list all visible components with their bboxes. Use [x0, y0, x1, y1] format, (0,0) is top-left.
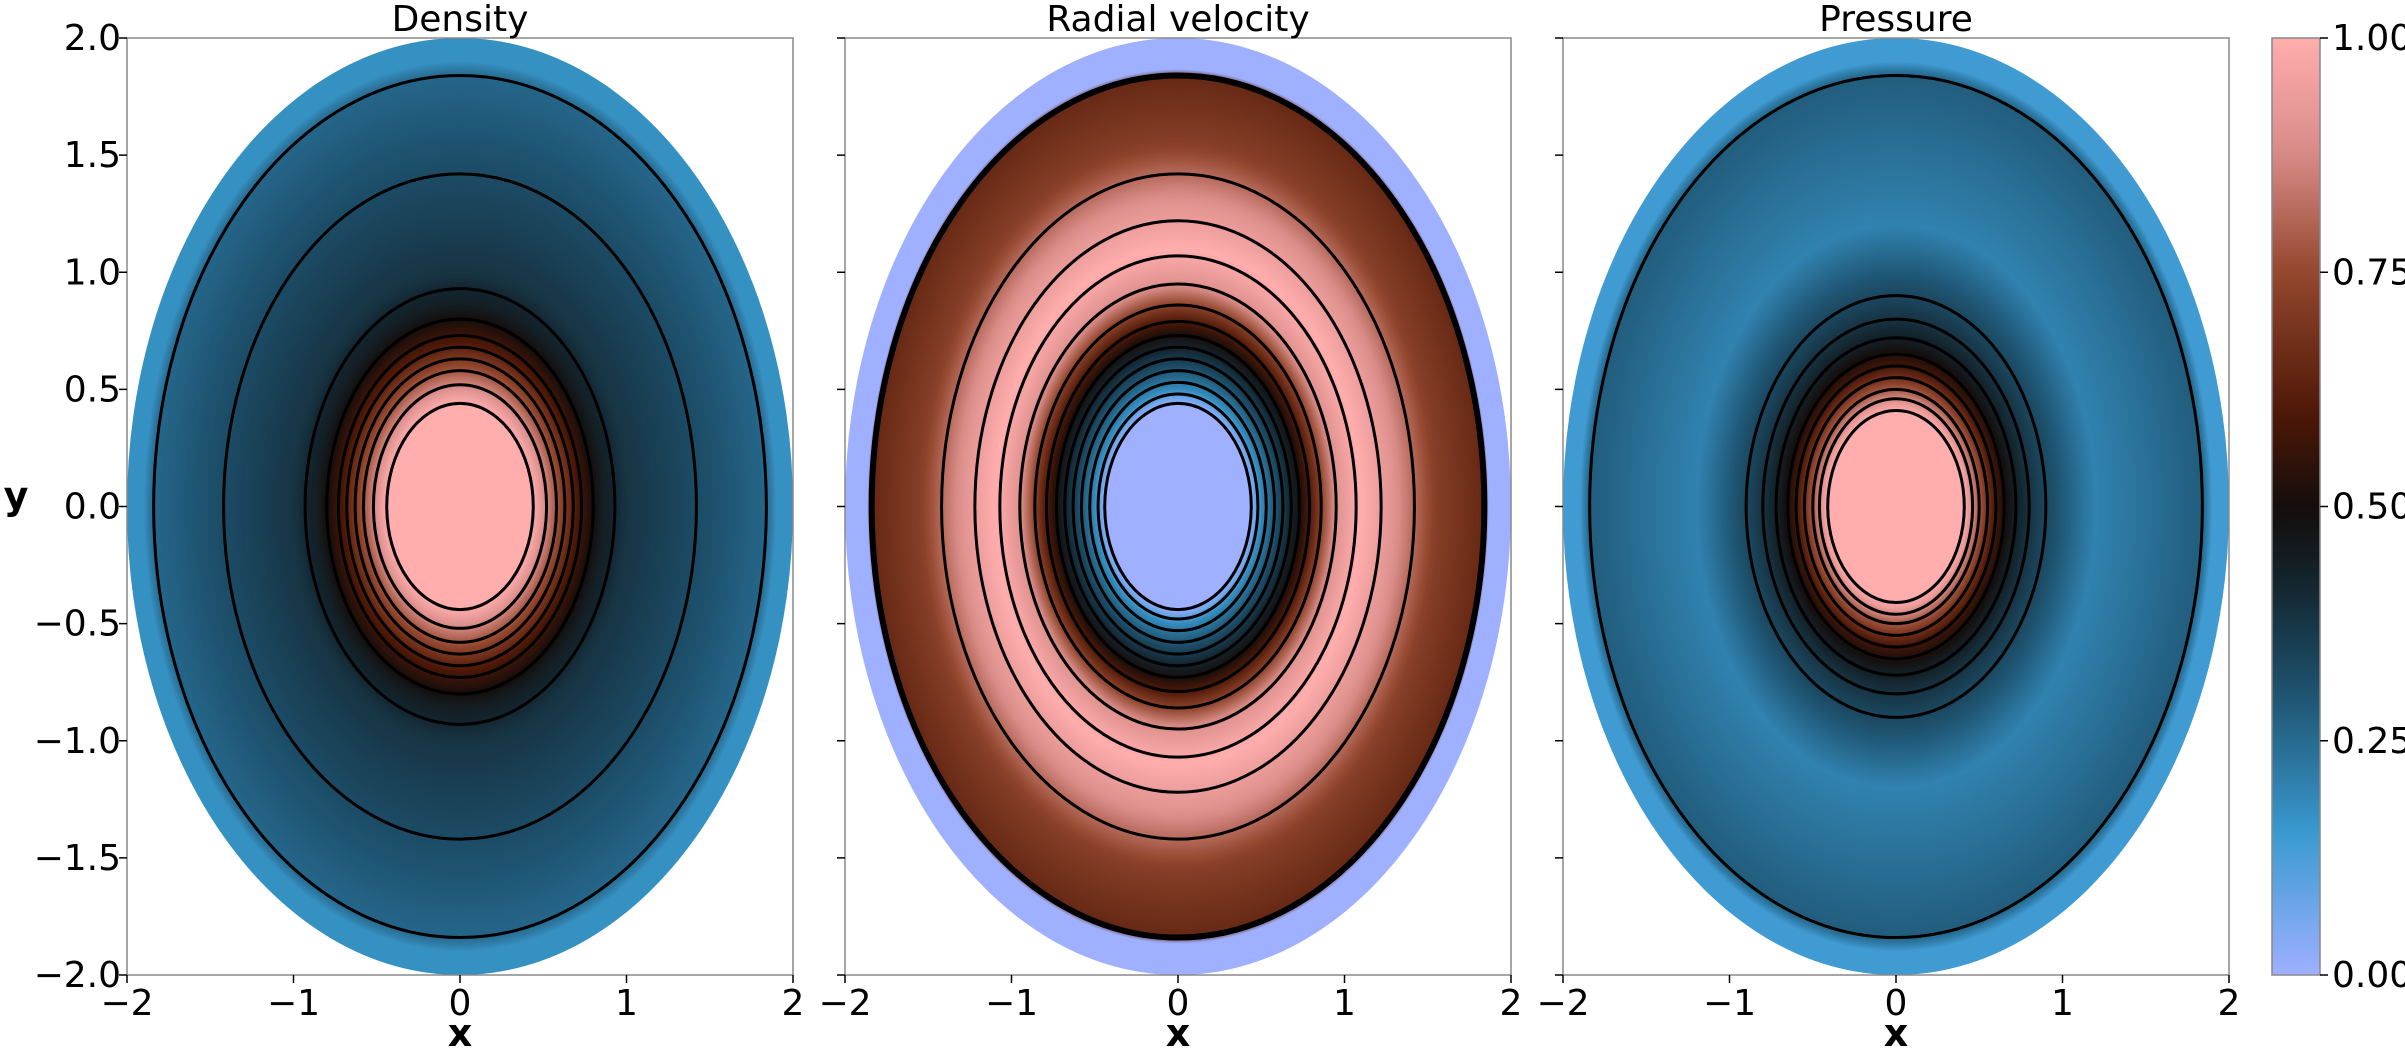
contour-line — [1071, 357, 1285, 656]
contour-line — [303, 287, 617, 726]
contour-line — [1063, 345, 1293, 668]
y-axis-label: y — [4, 474, 29, 518]
contour-line — [1079, 369, 1277, 644]
x-tick-label: 1 — [615, 983, 638, 1024]
y-tick-label: −1.5 — [34, 838, 121, 879]
x-tick-label: 1 — [1333, 983, 1356, 1024]
y-tick-label: −2.0 — [34, 955, 121, 996]
contour-line — [1054, 333, 1302, 680]
field-density — [127, 38, 793, 975]
x-tick-label: 1 — [2051, 983, 2074, 1024]
field-radial_velocity — [845, 38, 1511, 975]
x-tick-label: −1 — [267, 983, 320, 1024]
x-tick-label: 0 — [1167, 983, 1190, 1024]
field-pressure — [1563, 38, 2229, 975]
contour-line — [1794, 364, 1998, 649]
contour-line — [1096, 392, 1260, 621]
x-tick-label: 2 — [782, 983, 805, 1024]
x-tick-label: 2 — [1500, 983, 1523, 1024]
x-axis-label: x — [1166, 1011, 1191, 1055]
panel-radial_velocity: Radial velocity −2 −1 0 1 2 x — [818, 0, 1522, 1055]
y-tick-label: −1.0 — [34, 721, 121, 762]
panel-pressure: Pressure −2 −1 0 1 2 x — [1536, 0, 2240, 1055]
contour-line — [1588, 73, 2204, 940]
contour-line — [336, 333, 584, 680]
colorbar-tick-label: 0.50 — [2332, 487, 2405, 528]
contour-line — [998, 254, 1358, 759]
contour-line — [1033, 303, 1323, 710]
x-axis-label: x — [1884, 1011, 1909, 1055]
contour-line — [1103, 401, 1253, 612]
colorbar-bar — [2271, 37, 2321, 976]
x-tick-label: 0 — [449, 983, 472, 1024]
colorbar: 0.00 0.25 0.50 0.75 1.00 — [2271, 18, 2405, 996]
panel-title: Density — [392, 0, 529, 40]
panel-title: Radial velocity — [1046, 0, 1309, 40]
contour-line — [1817, 397, 1975, 616]
contour-line — [1774, 336, 2018, 677]
contour-line — [1744, 294, 2048, 719]
y-tick-label: 1.5 — [64, 135, 121, 176]
contour-line — [1802, 376, 1990, 637]
x-tick-label: −1 — [1703, 983, 1756, 1024]
colorbar-tick-label: 0.25 — [2332, 721, 2405, 762]
contour-line — [385, 401, 535, 612]
colorbar-tick-label: 1.00 — [2332, 18, 2405, 59]
y-tick-label: 0.0 — [64, 487, 121, 528]
panels: Density −2 −1 0 1 2 x 2.0 1.5 1.0 0.5 0.0 −0.5 −1.0 −1… — [4, 0, 2241, 1055]
y-tick-label: 0.5 — [64, 369, 121, 410]
contour-line — [1018, 282, 1338, 731]
colorbar-tick-label: 0.00 — [2332, 955, 2405, 996]
contour-line — [353, 357, 567, 656]
contour-line — [371, 383, 549, 630]
contour-line — [222, 172, 698, 841]
panel-density: Density −2 −1 0 1 2 x 2.0 1.5 1.0 0.5 0.0 −0.5 −1.0 −1… — [4, 0, 805, 1055]
x-tick-label: −2 — [818, 983, 871, 1024]
contour-line — [1761, 317, 2031, 696]
y-tick-label: −0.5 — [34, 604, 121, 645]
x-tick-label: −1 — [985, 983, 1038, 1024]
contour-line — [325, 317, 595, 696]
contour-line — [1088, 380, 1268, 633]
x-tick-label: −2 — [100, 983, 153, 1024]
x-tick-label: 0 — [1885, 983, 1908, 1024]
contour-line — [152, 73, 768, 940]
contour-line — [361, 369, 559, 644]
contour-line — [1044, 319, 1312, 694]
contour-line — [345, 345, 575, 668]
x-tick-label: 2 — [2218, 983, 2241, 1024]
contour-line — [868, 72, 1488, 941]
colorbar-tick-label: 0.75 — [2332, 252, 2405, 293]
panel-title: Pressure — [1819, 0, 1973, 40]
contour-line — [1786, 352, 2006, 661]
contour-line — [1826, 408, 1966, 605]
x-tick-label: −2 — [1536, 983, 1589, 1024]
y-tick-label: 1.0 — [64, 252, 121, 293]
contour-line — [973, 219, 1383, 794]
contour-line — [1811, 387, 1981, 626]
contour-line — [940, 172, 1416, 841]
y-tick-label: 2.0 — [64, 18, 121, 59]
x-axis-label: x — [448, 1011, 473, 1055]
